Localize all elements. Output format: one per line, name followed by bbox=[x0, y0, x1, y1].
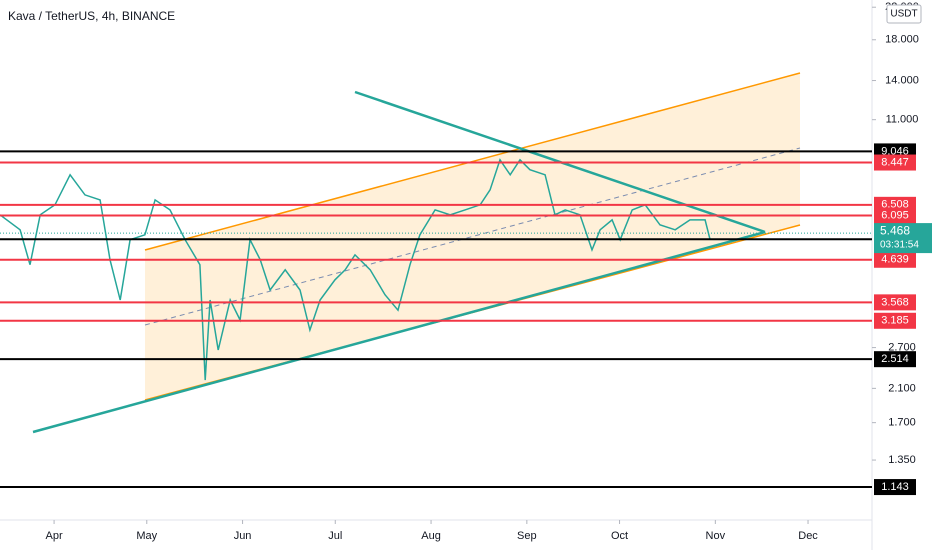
x-tick-label: Aug bbox=[421, 530, 441, 542]
level-label-box bbox=[874, 251, 916, 268]
x-tick-label: Nov bbox=[706, 530, 726, 542]
level-label: 3.568 bbox=[881, 296, 909, 308]
channel-fill bbox=[145, 73, 800, 400]
level-label: 3.185 bbox=[881, 315, 909, 327]
y-tick-label: 11.000 bbox=[886, 114, 919, 126]
level-label: 1.143 bbox=[881, 481, 909, 493]
x-tick-label: Sep bbox=[517, 530, 537, 542]
level-label-box bbox=[874, 294, 916, 311]
y-tick-label: 18.000 bbox=[885, 34, 919, 46]
y-tick-label: 2.700 bbox=[888, 341, 916, 353]
last-price-label: 5.468 bbox=[880, 223, 910, 237]
y-tick-label: 1.700 bbox=[888, 417, 916, 429]
level-label-box bbox=[874, 351, 916, 368]
y-tick-label: 2.100 bbox=[888, 382, 916, 394]
x-tick-label: Dec bbox=[798, 530, 818, 542]
y-tick-label: 1.350 bbox=[888, 454, 916, 466]
drawings bbox=[32, 72, 801, 434]
countdown: 03:31:54 bbox=[880, 240, 919, 251]
x-tick-label: Apr bbox=[46, 530, 63, 542]
level-label-box bbox=[874, 207, 916, 224]
currency: USDT bbox=[890, 9, 917, 20]
x-tick-label: Jun bbox=[234, 530, 252, 542]
chart-title: Kava / TetherUS, 4h, BINANCE bbox=[8, 9, 175, 23]
level-label-box bbox=[874, 479, 916, 496]
x-tick-label: May bbox=[136, 530, 157, 542]
level-label: 9.046 bbox=[881, 145, 909, 157]
x-tick-label: Oct bbox=[611, 530, 628, 542]
channel-upper bbox=[144, 72, 801, 251]
level-label: 2.514 bbox=[881, 353, 909, 365]
level-label-box bbox=[874, 312, 916, 329]
level-label-box bbox=[874, 154, 916, 171]
x-tick-label: Jul bbox=[328, 530, 342, 542]
trend-support bbox=[32, 230, 766, 434]
currency-box bbox=[886, 4, 922, 24]
level-label: 6.095 bbox=[881, 209, 909, 221]
y-tick-label: 14.000 bbox=[885, 74, 919, 86]
level-label: 4.639 bbox=[881, 254, 909, 266]
level-label: 8.447 bbox=[881, 156, 909, 168]
last-price-box bbox=[874, 223, 932, 254]
price-line bbox=[0, 158, 711, 381]
